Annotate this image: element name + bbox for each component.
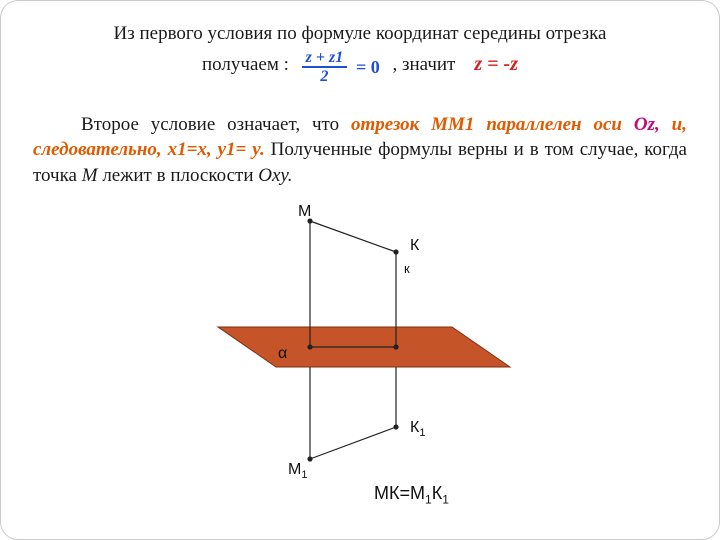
diagram-svg [180, 197, 540, 497]
frac-num: z + z1 [302, 49, 348, 69]
p2-tail2: лежит в плоскости [98, 165, 259, 186]
p1-lead1: Из первого условия по формуле координат … [114, 23, 607, 44]
geometry-diagram: МКкαК1М1МК=М1К1 [180, 197, 540, 497]
p1-znachit: , значит [392, 54, 455, 75]
p2-hl1: отрезок ММ1 параллелен оси [351, 114, 634, 135]
p2-Oxy: Oxy. [258, 165, 292, 186]
z-equation: z = -z [474, 53, 518, 75]
midpoint-formula: z + z1 2 = 0 [302, 49, 380, 86]
p2-eqs: x1=x, y1= y. [168, 139, 265, 160]
p2-lead: Второе условие означает, что [81, 114, 351, 135]
label-k-small: к [404, 261, 410, 276]
diagram-caption: МК=М1К1 [374, 483, 449, 507]
p2-oz: Oz, [634, 114, 660, 135]
equals-zero: = 0 [356, 57, 380, 77]
paragraph-1: Из первого условия по формуле координат … [33, 21, 687, 84]
fraction: z + z1 2 [302, 49, 348, 86]
label-K1: К1 [410, 419, 425, 439]
p1-lead2: получаем : [202, 54, 289, 75]
paragraph-2: Второе условие означает, что отрезок ММ1… [33, 112, 687, 189]
label-M: М [298, 203, 311, 221]
p2-M: M [82, 165, 98, 186]
frac-den: 2 [302, 68, 348, 86]
label-K: К [410, 237, 419, 255]
label-M1: М1 [288, 461, 307, 481]
label-alpha: α [278, 345, 287, 363]
